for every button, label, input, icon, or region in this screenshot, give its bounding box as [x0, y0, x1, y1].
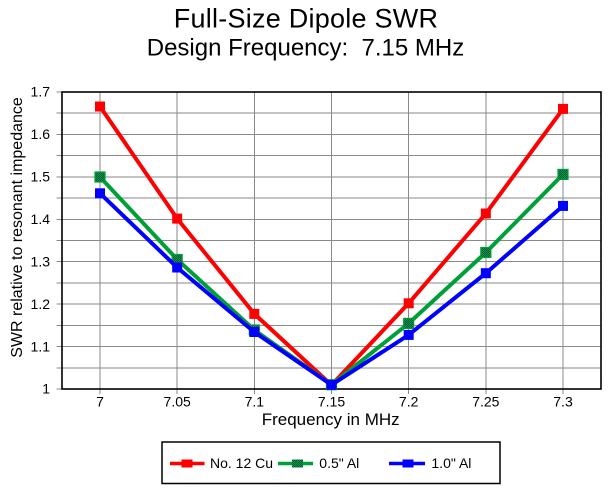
svg-text:7.25: 7.25 [472, 394, 499, 410]
svg-text:1.4: 1.4 [31, 211, 51, 227]
svg-text:1.2: 1.2 [31, 296, 51, 312]
svg-text:7.3: 7.3 [553, 394, 573, 410]
svg-text:1.0" Al: 1.0" Al [431, 455, 471, 471]
svg-text:1.7: 1.7 [31, 84, 51, 100]
svg-text:1.6: 1.6 [31, 126, 51, 142]
svg-text:7: 7 [96, 394, 104, 410]
svg-text:1.5: 1.5 [31, 169, 51, 185]
svg-text:7.15: 7.15 [318, 394, 345, 410]
svg-text:7.2: 7.2 [399, 394, 419, 410]
svg-text:7.05: 7.05 [164, 394, 191, 410]
svg-text:0.5" Al: 0.5" Al [319, 455, 359, 471]
svg-text:SWR relative to resonant imped: SWR relative to resonant impedance [9, 97, 26, 358]
svg-text:1.1: 1.1 [31, 338, 51, 354]
svg-text:1.3: 1.3 [31, 253, 51, 269]
svg-text:7.1: 7.1 [245, 394, 265, 410]
svg-text:Full-Size Dipole SWR: Full-Size Dipole SWR [174, 4, 439, 34]
svg-text:1: 1 [42, 381, 50, 397]
svg-text:Frequency in MHz: Frequency in MHz [262, 410, 400, 429]
svg-text:Design Frequency: 7.15 MHz: Design Frequency: 7.15 MHz [147, 35, 464, 62]
svg-text:No. 12 Cu: No. 12 Cu [210, 455, 273, 471]
